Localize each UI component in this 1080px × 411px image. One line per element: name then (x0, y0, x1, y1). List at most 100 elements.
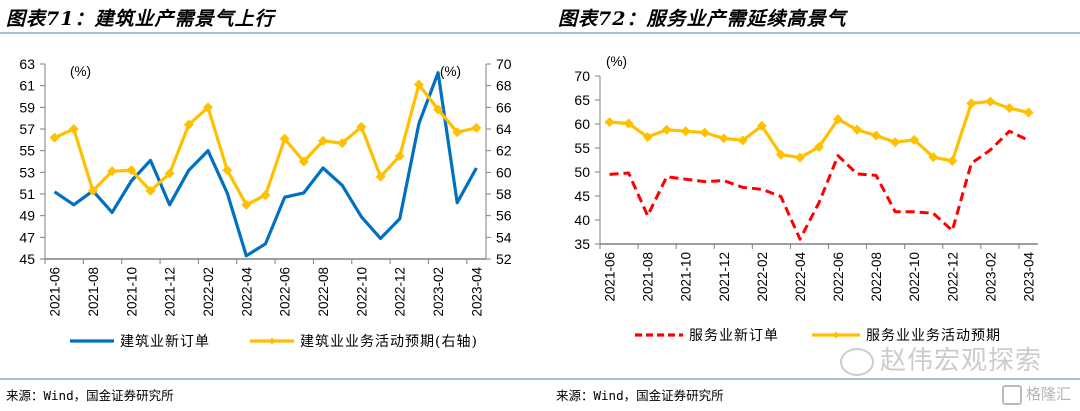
y-tick-label-left: 55 (574, 140, 590, 156)
data-point-marker (260, 190, 271, 201)
series-line-0 (53, 71, 478, 258)
watermark-text: 赵伟宏观探索 (880, 346, 1043, 376)
data-point-marker (164, 168, 175, 179)
data-point-marker (737, 135, 748, 146)
data-point-marker (49, 132, 60, 143)
y-tick-label-right: 62 (496, 143, 512, 159)
data-point-marker (661, 124, 672, 135)
y-tick-label-left: 51 (19, 186, 35, 202)
wechat-icon (840, 347, 874, 376)
source-divider (0, 378, 540, 380)
y-tick-label-left: 70 (574, 68, 590, 84)
y-tick-label-right: 64 (496, 121, 512, 137)
y-tick-label-left: 57 (19, 121, 35, 137)
y-tick-label-left: 60 (574, 116, 590, 132)
data-point-marker (356, 121, 367, 132)
y-axis-unit-right: (%) (440, 64, 461, 79)
y-tick-label-left: 47 (19, 229, 35, 245)
y-tick-label-left: 40 (574, 212, 590, 228)
data-point-marker (890, 137, 901, 148)
data-point-marker (604, 117, 615, 128)
data-point-marker (871, 130, 882, 141)
data-point-marker (909, 134, 920, 145)
data-point-marker (145, 185, 156, 196)
y-tick-label-right: 54 (496, 229, 512, 245)
x-tick-label: 2022-02 (755, 252, 770, 302)
x-tick-label: 2023-04 (1021, 252, 1036, 302)
x-tick-label: 2021-12 (163, 267, 178, 317)
title-divider (540, 32, 1080, 34)
logo-text: 格隆汇 (1026, 385, 1072, 403)
legend-marker-1 (832, 331, 840, 339)
x-tick-label: 2022-10 (354, 267, 369, 317)
chart-panel-services: 图表72：服务业产需延续高景气 35 40 45 50 55 60 65 70 (%) 2021-… (540, 0, 1080, 411)
legend-marker-1 (268, 337, 276, 345)
data-point-marker (756, 120, 767, 131)
data-point-marker (966, 98, 977, 109)
data-point-marker (433, 104, 444, 115)
data-point-marker (241, 199, 252, 210)
y-tick-label-left: 50 (574, 164, 590, 180)
x-tick-label: 2021-08 (641, 252, 656, 302)
y-tick-label-left: 61 (19, 78, 35, 94)
legend-label-1: 建筑业业务活动预期(右轴) (300, 334, 478, 350)
y-tick-label-right: 68 (496, 78, 512, 94)
y-axis-unit-left: (%) (606, 54, 627, 69)
source-note: 来源：Wind，国金证券研究所 (6, 388, 174, 403)
data-point-marker (87, 185, 98, 196)
construction-chart: 45 47 49 51 53 55 57 59 61 63 52 54 56 58 60 62 64 66 68 70… (19, 56, 512, 350)
data-point-marker (985, 96, 996, 107)
gelonghui-logo-icon (1002, 384, 1022, 405)
data-point-marker (928, 152, 939, 163)
x-tick-label: 2022-12 (393, 267, 408, 317)
y-tick-label-left: 55 (19, 143, 35, 159)
legend-label-0: 建筑业新订单 (120, 334, 210, 350)
chart-title: 图表72：服务业产需延续高景气 (558, 8, 847, 30)
x-tick-label: 2021-12 (717, 252, 732, 302)
source-note: 来源：Wind，国金证券研究所 (556, 388, 724, 403)
y-tick-label-left: 49 (19, 208, 35, 224)
data-point-marker (68, 124, 79, 134)
data-point-marker (279, 133, 290, 144)
y-tick-label-right: 52 (496, 251, 512, 267)
y-tick-label-left: 35 (574, 236, 590, 252)
legend-label-1: 服务业业务活动预期 (866, 328, 1001, 344)
x-tick-label: 2021-10 (679, 252, 694, 302)
data-point-marker (833, 114, 844, 125)
y-tick-label-left: 63 (19, 56, 35, 72)
x-tick-label: 2022-04 (793, 252, 808, 302)
x-tick-label: 2022-12 (945, 252, 960, 302)
data-point-marker (413, 79, 424, 90)
data-point-marker (375, 171, 386, 182)
services-chart: 35 40 45 50 55 60 65 70 (%) 2021-06 2021-08 2021-10… (574, 54, 1038, 344)
title-divider (0, 32, 540, 34)
data-point-marker (126, 165, 137, 176)
watermark: 赵伟宏观探索 (840, 340, 1042, 377)
legend-label-0: 服务业新订单 (689, 328, 779, 344)
data-point-marker (814, 142, 824, 153)
data-point-marker (1023, 107, 1034, 118)
data-point-marker (107, 166, 118, 177)
data-point-marker (394, 151, 405, 162)
x-tick-label: 2021-06 (48, 267, 63, 317)
y-tick-label-right: 58 (496, 186, 512, 202)
data-point-marker (222, 165, 233, 176)
data-point-marker (775, 149, 786, 160)
x-tick-label: 2022-02 (201, 267, 216, 317)
x-tick-label: 2023-02 (983, 252, 998, 302)
x-tick-label: 2021-06 (603, 252, 618, 302)
source-divider (540, 378, 1080, 380)
data-point-marker (452, 127, 463, 138)
x-tick-label: 2022-04 (239, 267, 254, 317)
data-point-marker (699, 127, 710, 138)
y-tick-label-right: 56 (496, 208, 512, 224)
x-tick-label: 2021-08 (86, 267, 101, 317)
series-line-0 (609, 129, 1030, 241)
y-tick-label-left: 59 (19, 99, 35, 115)
data-point-marker (852, 124, 863, 135)
data-point-marker (1004, 103, 1015, 114)
x-tick-label: 2023-04 (469, 267, 484, 317)
x-tick-label: 2022-06 (831, 252, 846, 302)
data-point-marker (642, 131, 653, 142)
data-point-marker (623, 118, 634, 129)
